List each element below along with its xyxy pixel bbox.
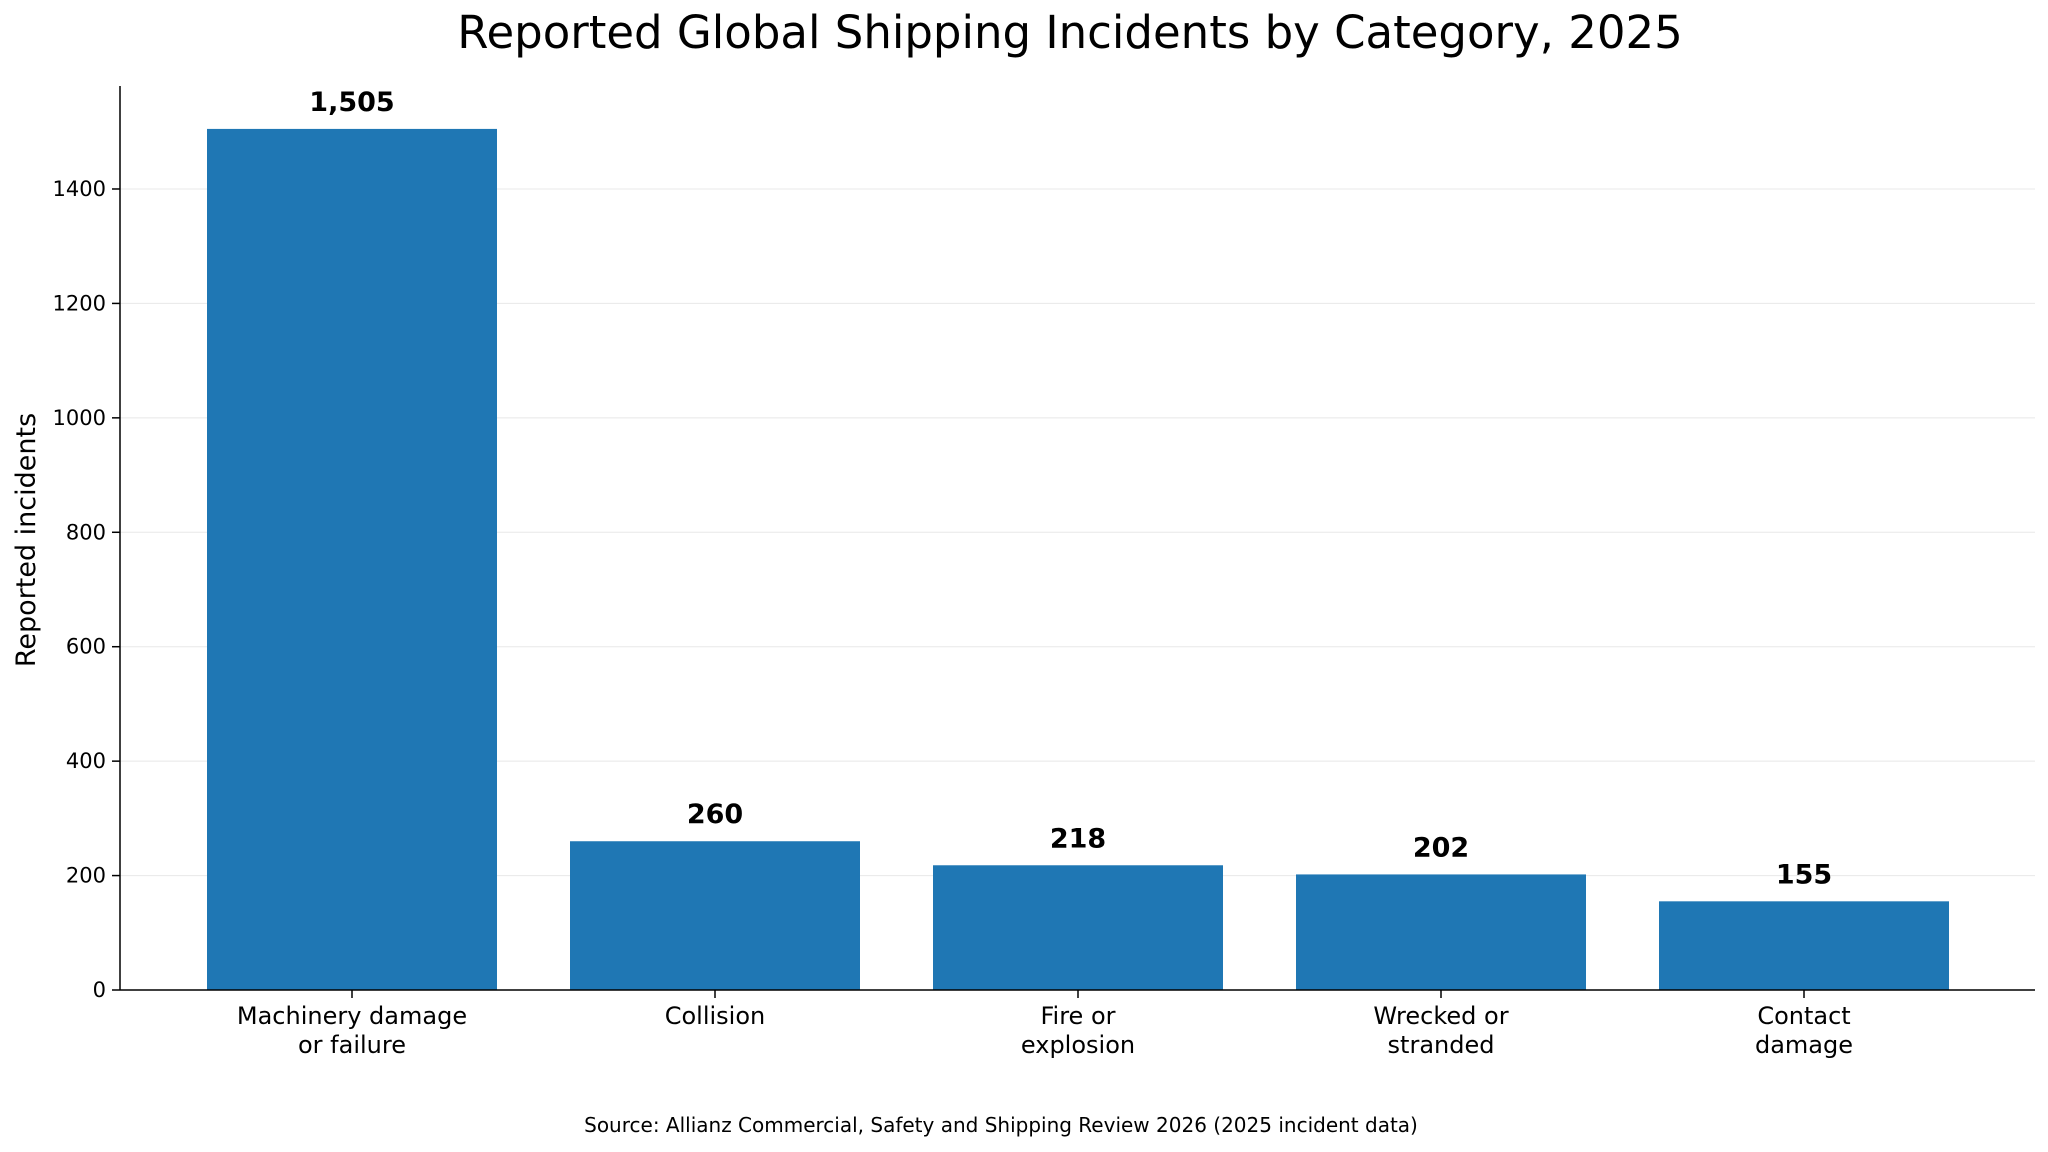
value-labels: 1,505 260 218 202 155 (309, 87, 1832, 890)
x-tick-label: Collision (665, 1002, 766, 1030)
bar (207, 128, 497, 991)
y-tick-label: 1000 (53, 406, 106, 430)
y-axis-label: Reported incidents (11, 413, 42, 667)
y-tick-label: 1200 (53, 291, 106, 315)
y-tick-label: 600 (66, 635, 106, 659)
x-tick-label: Machinery damage (237, 1002, 467, 1030)
y-tick-label: 400 (66, 749, 106, 773)
x-tick-label: Wrecked or (1373, 1002, 1508, 1030)
value-label: 218 (1050, 823, 1106, 854)
x-tick-label: explosion (1021, 1031, 1135, 1059)
x-tick-label: or failure (298, 1031, 406, 1059)
y-tick-label: 0 (93, 978, 106, 1002)
x-tick-label: damage (1755, 1031, 1853, 1059)
bar (1296, 874, 1586, 990)
y-tick-label: 1400 (53, 177, 106, 201)
value-label: 1,505 (309, 87, 394, 118)
value-label: 155 (1776, 859, 1832, 890)
source-note: Source: Allianz Commercial, Safety and S… (584, 1113, 1418, 1137)
bars (207, 128, 1949, 991)
y-axis: 0 200 400 600 800 1000 1200 1400 (53, 86, 121, 1002)
bar (933, 865, 1223, 990)
x-tick-label: Contact (1757, 1002, 1850, 1030)
value-label: 260 (687, 799, 743, 830)
chart-title: Reported Global Shipping Incidents by Ca… (457, 6, 1683, 59)
x-tick-label: stranded (1388, 1031, 1495, 1059)
x-tick-label: Fire or (1040, 1002, 1115, 1030)
value-label: 202 (1413, 832, 1469, 863)
y-tick-label: 200 (66, 864, 106, 888)
bar (1659, 901, 1949, 990)
bar (570, 841, 860, 990)
y-tick-label: 800 (66, 520, 106, 544)
